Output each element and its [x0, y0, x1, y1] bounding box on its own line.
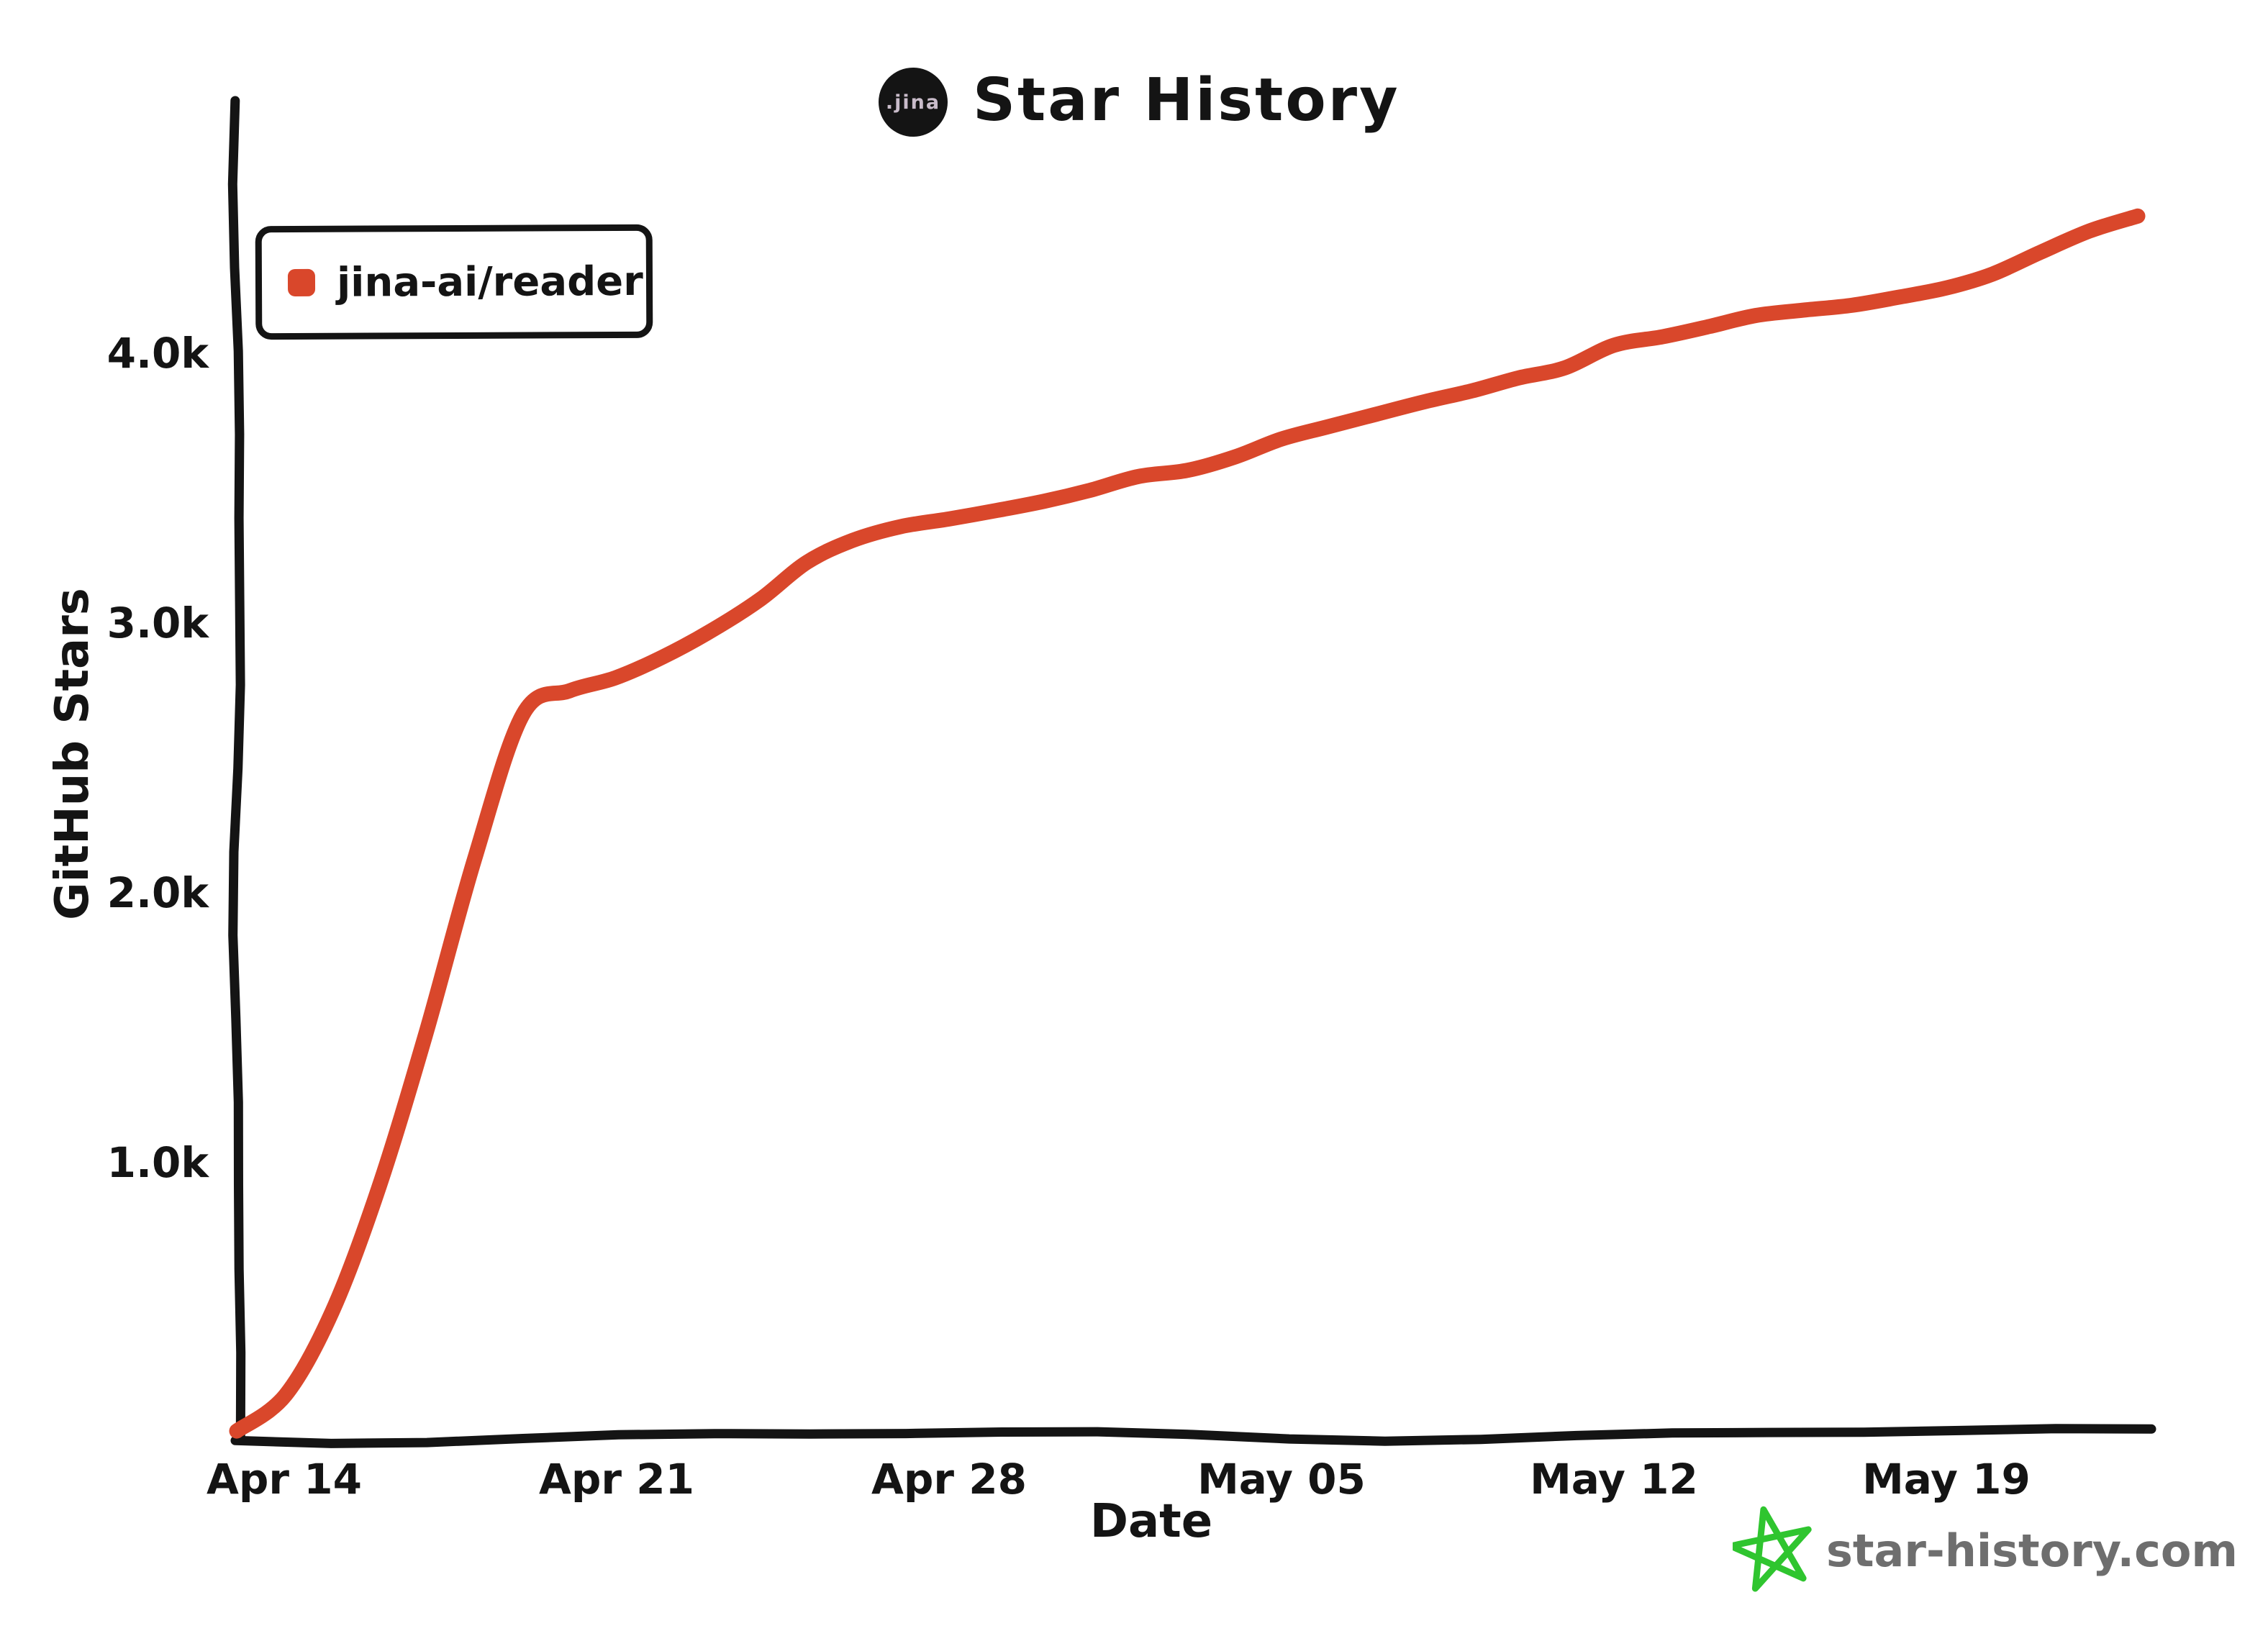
x-tick-label: Apr 14: [207, 1455, 362, 1504]
watermark-text: star-history.com: [1826, 1524, 2238, 1577]
x-tick-label: Apr 28: [871, 1455, 1027, 1504]
legend[interactable]: jina-ai/reader: [255, 224, 653, 340]
y-tick-label: 2.0k: [106, 868, 209, 917]
x-tick-label: May 19: [1862, 1455, 2031, 1504]
jina-logo-text: .jina: [885, 91, 941, 114]
x-tick-label: May 05: [1197, 1455, 1366, 1504]
y-tick-label: 4.0k: [106, 329, 209, 378]
series-line-jina-ai-reader: [229, 208, 2146, 1439]
y-axis-line: [227, 96, 246, 1441]
x-tick-label: Apr 21: [539, 1455, 694, 1504]
x-axis-line: [230, 1424, 2156, 1448]
legend-series-label: jina-ai/reader: [336, 258, 643, 306]
y-tick-label: 1.0k: [106, 1138, 209, 1187]
watermark-link[interactable]: star-history.com: [1733, 1496, 2238, 1604]
x-axis-title: Date: [1089, 1495, 1213, 1548]
legend-series-marker: [287, 268, 316, 297]
y-tick-label: 3.0k: [106, 599, 209, 647]
page-title: Star History: [973, 66, 1400, 135]
jina-logo: .jina: [879, 68, 948, 137]
x-tick-label: May 12: [1530, 1455, 1698, 1504]
star-icon: [1733, 1506, 1812, 1592]
